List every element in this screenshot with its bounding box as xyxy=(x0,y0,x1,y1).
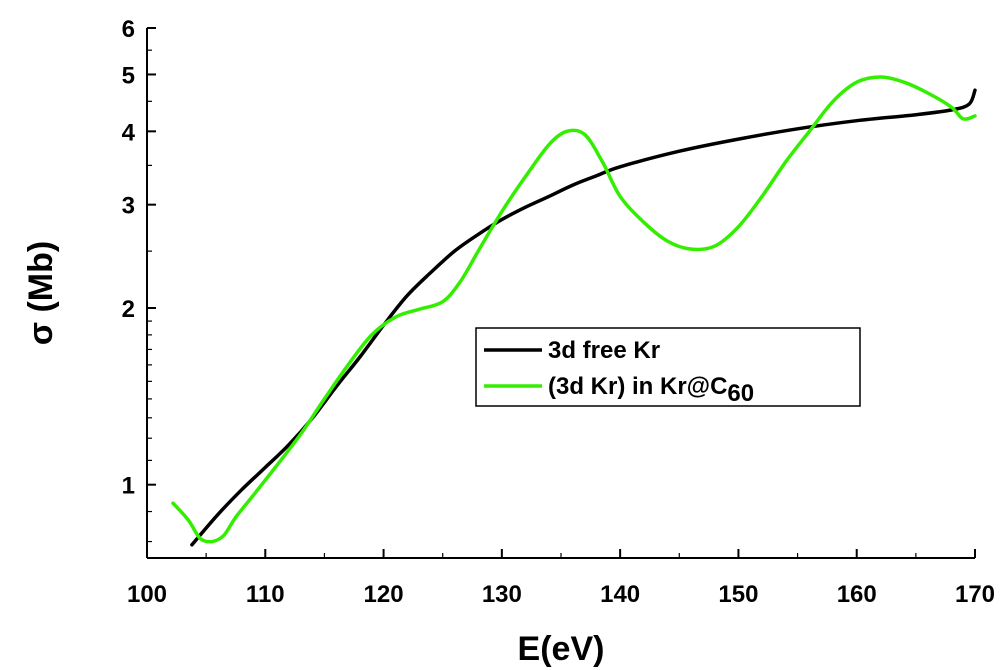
legend-label-kr-c60-subscript: 60 xyxy=(727,380,754,407)
legend-label-kr-c60: (3d Kr) in Kr@C60 xyxy=(548,373,754,407)
axes xyxy=(146,28,975,559)
x-tick-label-130: 130 xyxy=(482,581,522,608)
legend-label-kr-c60-main: (3d Kr) in Kr@C xyxy=(548,373,727,400)
x-tick-label-170: 170 xyxy=(955,581,995,608)
legend-label-free-kr: 3d free Kr xyxy=(548,337,660,364)
x-tick-label-110: 110 xyxy=(246,581,285,608)
y-tick-label-6: 6 xyxy=(122,16,135,43)
y-tick-label-2: 2 xyxy=(122,296,135,323)
y-axis-title: σ (Mb) xyxy=(22,241,60,345)
x-tick-label-120: 120 xyxy=(364,581,404,608)
x-tick-label-100: 100 xyxy=(127,581,167,608)
x-tick-label-160: 160 xyxy=(837,581,877,608)
x-axis-title: E(eV) xyxy=(518,630,605,668)
x-tick-label-140: 140 xyxy=(600,581,640,608)
y-tick-label-3: 3 xyxy=(122,193,135,220)
y-tick-label-1: 1 xyxy=(122,473,135,500)
ticks: 100 110 120 130 140 150 160 170 1 2 3 4 5 6 xyxy=(122,16,995,608)
series-line-kr-c60 xyxy=(171,75,977,544)
y-tick-label-4: 4 xyxy=(122,119,136,146)
legend-box xyxy=(475,327,861,407)
legend: 3d free Kr (3d Kr) in Kr@C60 xyxy=(475,327,861,407)
x-tick-label-150: 150 xyxy=(718,581,758,608)
y-tick-label-5: 5 xyxy=(122,62,135,89)
series-layer xyxy=(171,75,977,547)
series-line-free-kr xyxy=(190,88,977,547)
